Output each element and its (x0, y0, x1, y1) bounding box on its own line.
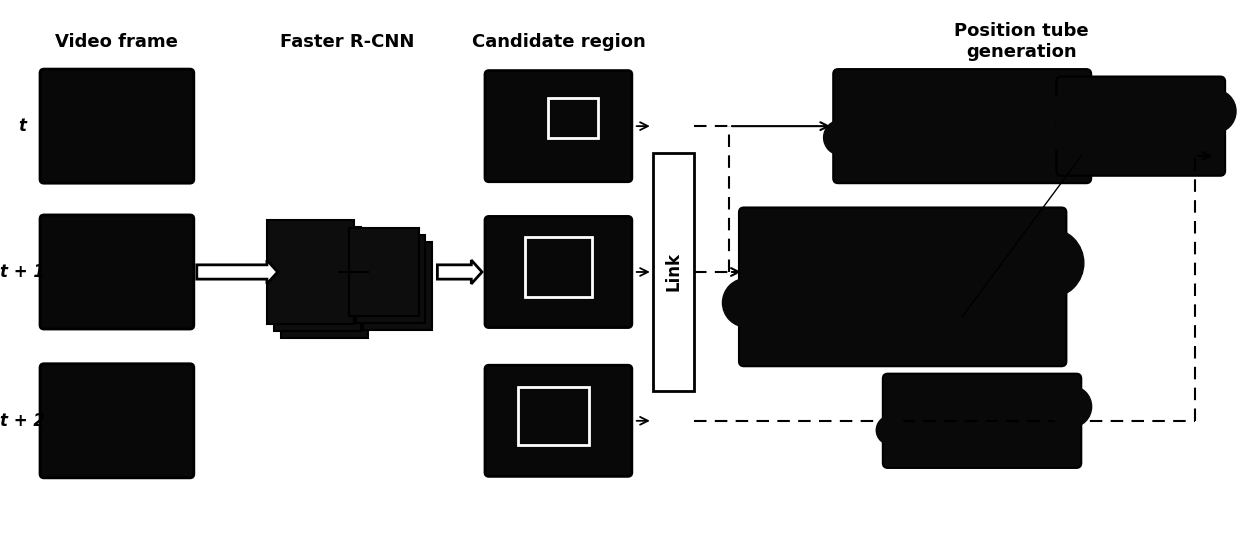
Circle shape (1050, 386, 1091, 427)
FancyBboxPatch shape (485, 71, 632, 181)
Polygon shape (438, 260, 482, 284)
Bar (350, 228, 419, 316)
Polygon shape (197, 260, 278, 284)
Text: Position tube
generation: Position tube generation (955, 23, 1089, 61)
Circle shape (1193, 90, 1236, 133)
Text: Candidate region: Candidate region (471, 33, 645, 51)
Bar (267, 220, 355, 324)
Text: t + 1: t + 1 (0, 263, 45, 281)
FancyBboxPatch shape (833, 69, 1091, 183)
Bar (280, 234, 368, 338)
FancyBboxPatch shape (485, 217, 632, 328)
Text: t + 2: t + 2 (0, 412, 45, 430)
Bar (525, 237, 593, 297)
Bar (363, 242, 433, 329)
Text: t: t (19, 117, 26, 135)
Circle shape (1049, 121, 1080, 151)
Bar (274, 227, 361, 331)
Circle shape (877, 416, 905, 445)
Circle shape (1054, 84, 1104, 134)
FancyBboxPatch shape (40, 364, 193, 478)
Circle shape (1014, 228, 1084, 298)
FancyBboxPatch shape (485, 365, 632, 476)
Circle shape (723, 278, 771, 327)
FancyBboxPatch shape (1056, 77, 1225, 176)
FancyBboxPatch shape (40, 69, 193, 183)
Bar (548, 98, 598, 138)
Text: Faster R-CNN: Faster R-CNN (280, 33, 414, 51)
Text: Link: Link (665, 253, 682, 292)
FancyBboxPatch shape (739, 207, 1066, 366)
Text: Video frame: Video frame (56, 33, 179, 51)
Bar (518, 387, 589, 444)
Circle shape (823, 120, 859, 155)
FancyBboxPatch shape (40, 215, 193, 329)
Bar (652, 153, 694, 391)
Bar (356, 235, 425, 322)
FancyBboxPatch shape (883, 374, 1081, 468)
